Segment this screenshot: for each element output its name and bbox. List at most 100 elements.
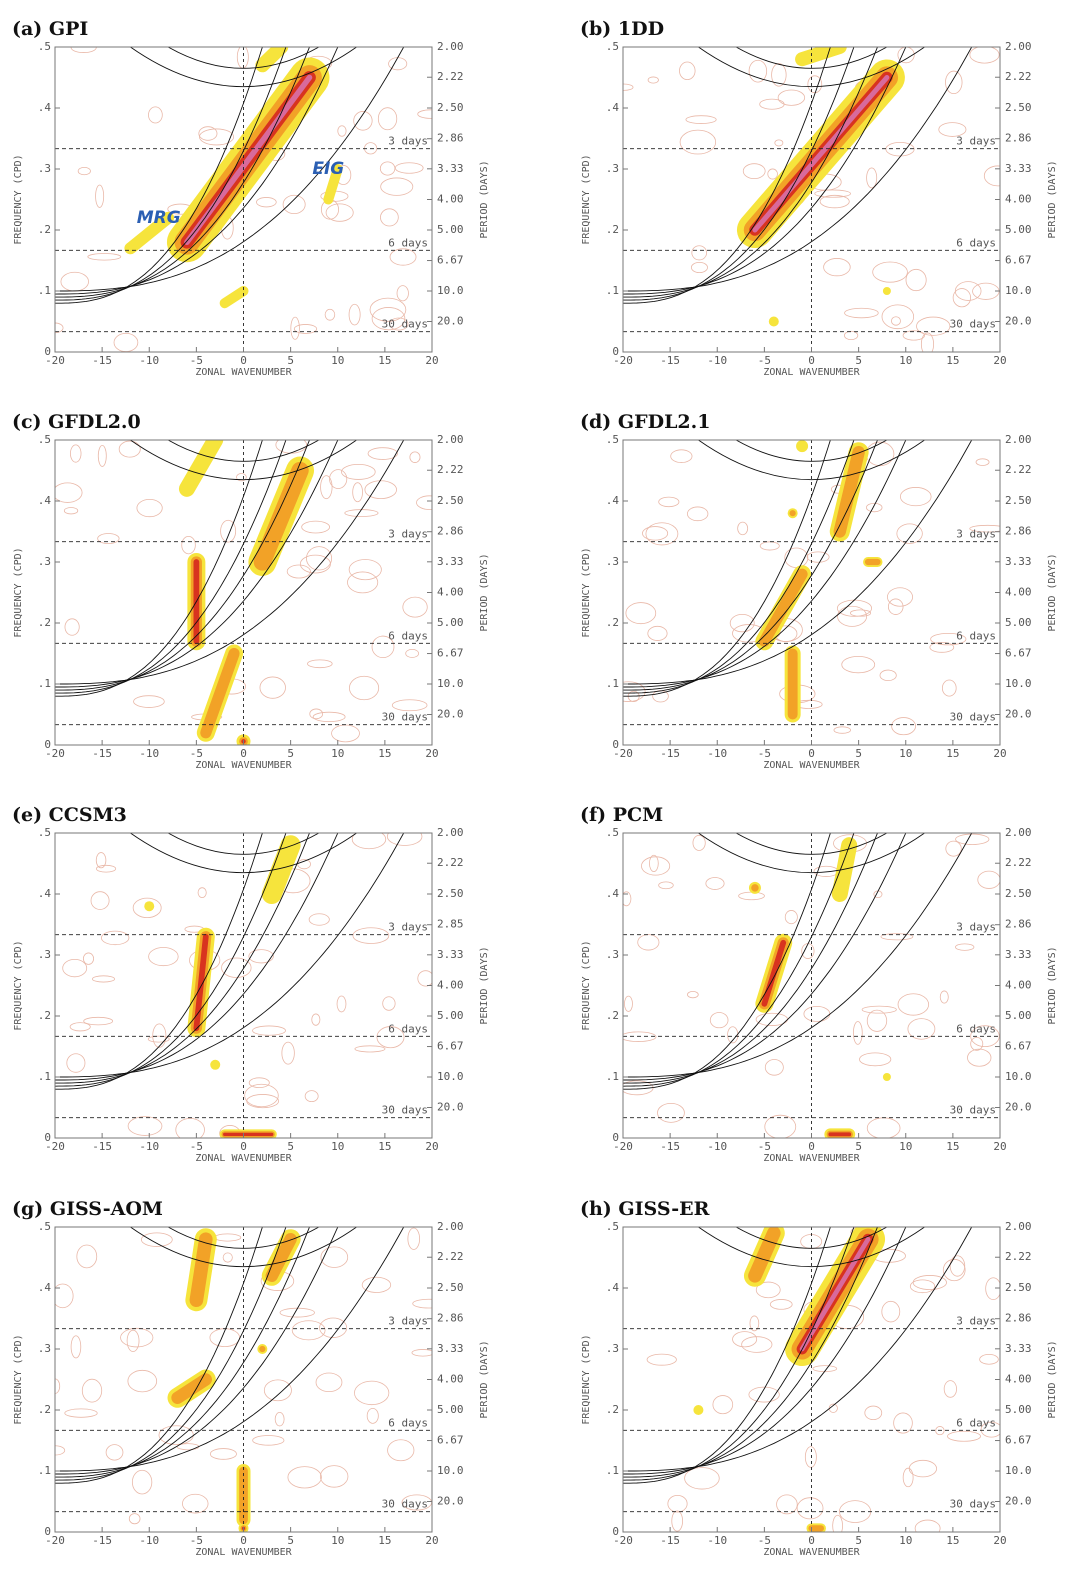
panel: 3 days 6 days 30 days -20 -15 -10 -5 0 5 10 15 20 ZO… [580,18,1058,378]
x-tick-label: -5 [190,1534,203,1547]
faint-contour [624,995,633,1012]
y2-tick-label: 2.50 [437,1281,464,1294]
x-tick-label: -5 [758,747,771,760]
x-tick-label: 20 [425,1534,438,1547]
y2-tick-label: 3.33 [437,555,464,568]
faint-contour [222,1252,233,1263]
y2-tick-label: 2.86 [437,1312,464,1325]
panel-title: (h) GISS-ER [580,1198,710,1220]
x-tick-label: 15 [946,1140,959,1153]
y2-tick-label: 5.00 [437,616,464,629]
x-axis-label: ZONAL WAVENUMBER [195,367,292,378]
dispersion-curve [735,833,888,855]
x-tick-label: 0 [240,354,247,367]
faint-contour [690,261,708,274]
x-tick-label: 20 [425,354,438,367]
faint-contour [297,859,311,870]
faint-contour [349,675,380,701]
faint-contour [687,506,709,522]
faint-contour [741,1336,773,1353]
spectral-region [261,835,301,904]
spectral-region [748,1227,781,1283]
plot-area [55,440,432,745]
faint-contour [970,1025,1000,1048]
faint-contour [804,1446,817,1468]
y-tick-label: .3 [606,1342,619,1355]
faint-contour [113,332,139,352]
dispersion-curve [623,1227,973,1472]
faint-contour [369,297,407,322]
faint-contour [945,840,962,857]
dispersion-curve [167,833,320,855]
y2-tick-label: 10.0 [437,1070,464,1083]
faint-contour [967,1048,992,1067]
faint-contour [311,1013,321,1026]
y-axis-label: FREQUENCY (CPD) [581,1334,592,1424]
faint-contour [938,122,967,137]
faint-contour [641,856,671,876]
dispersion-curve [55,833,287,1087]
y2-tick-label: 2.50 [1005,1281,1032,1294]
y2-tick-label: 2.00 [1005,433,1032,446]
faint-contour [315,1372,343,1393]
period-line-label: 30 days [382,318,428,331]
faint-contour [671,1510,684,1532]
faint-contour [91,975,116,983]
faint-contour [361,1276,392,1293]
x-axis-label: ZONAL WAVENUMBER [763,1547,860,1558]
spectral-region [171,1373,213,1405]
faint-contour [147,1035,170,1043]
faint-contour [391,699,428,712]
x-tick-label: 10 [899,1140,912,1153]
x-tick-label: 20 [425,1140,438,1153]
x-tick-label: -5 [190,1140,203,1153]
period-line-label: 30 days [950,1498,996,1511]
faint-contour [348,559,382,581]
y2-tick-label: 3.33 [1005,1342,1032,1355]
faint-contour [969,524,1000,533]
y-tick-label: .4 [606,494,620,507]
x-tick-label: 5 [287,1140,294,1153]
y2-tick-label: 2.86 [437,132,464,145]
y2-tick-label: 2.00 [437,1220,464,1233]
x-tick-label: -5 [190,747,203,760]
faint-contour [148,106,163,124]
y2-tick-label: 10.0 [437,1464,464,1477]
y2-tick-label: 2.50 [1005,101,1032,114]
y-tick-label: .3 [38,1342,51,1355]
x-tick-label: -10 [707,1534,727,1547]
x-tick-label: 15 [946,747,959,760]
faint-contour [679,129,717,155]
faint-contour [947,1430,981,1442]
y-tick-label: .5 [606,1220,619,1233]
period-line-label: 3 days [956,1315,996,1328]
faint-contour [902,1467,914,1488]
faint-contour [943,1380,957,1398]
y2-tick-label: 3.33 [1005,555,1032,568]
y2-axis-label: PERIOD (DAYS) [1047,160,1058,238]
x-tick-label: -15 [660,354,680,367]
y-tick-label: .5 [38,826,51,839]
dispersion-curve [623,1227,831,1484]
faint-contour [287,1466,322,1489]
dispersion-curve [623,833,831,1090]
panel-title: (b) 1DD [580,18,664,40]
y2-tick-label: 2.50 [1005,494,1032,507]
y2-tick-label: 2.86 [1005,525,1032,538]
dispersion-curve [623,47,855,301]
y-tick-label: 0 [44,738,51,751]
faint-contour [897,993,930,1016]
faint-contour [649,854,659,873]
faint-contour [352,927,390,944]
y-axis-label: FREQUENCY (CPD) [13,1334,24,1424]
faint-contour [354,1045,386,1053]
faint-contour [353,111,373,131]
y2-tick-label: 10.0 [1005,284,1032,297]
y2-tick-label: 2.50 [437,101,464,114]
y-tick-label: .5 [606,826,619,839]
y-tick-label: 0 [612,1131,619,1144]
faint-contour [769,1299,793,1310]
faint-contour [837,605,868,627]
faint-contour [81,1378,103,1403]
y-tick-label: .2 [606,1009,619,1022]
